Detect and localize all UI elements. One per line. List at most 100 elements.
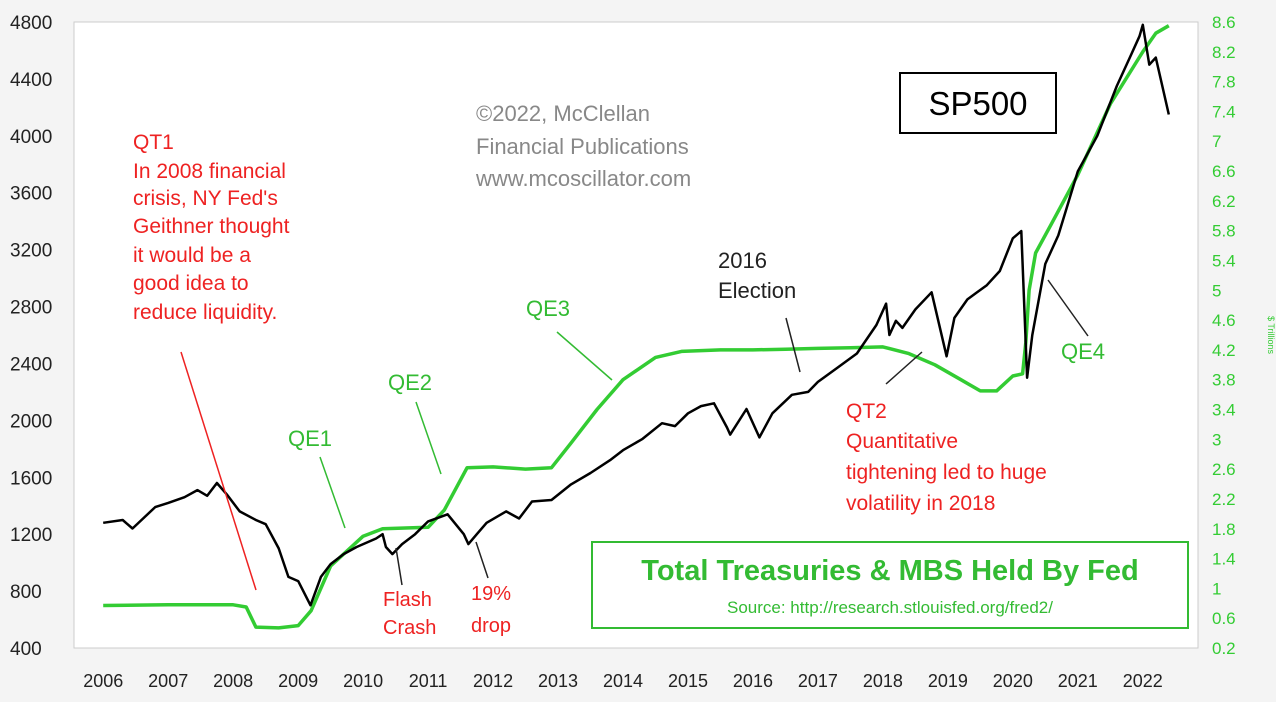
flash-crash-arrow [395, 547, 403, 586]
left-tick-label: 2000 [10, 411, 52, 432]
qt1-line-2: In 2008 financial [133, 160, 286, 183]
qt1-line-5: it would be a [133, 244, 251, 267]
qt1-annotation: QT1 In 2008 financial crisis, NY Fed's G… [133, 131, 290, 324]
qe1-label: QE1 [288, 426, 332, 451]
right-tick-label: 8.2 [1212, 43, 1236, 62]
right-tick-label: 3.8 [1212, 371, 1236, 390]
flash-crash-line-1: Flash [383, 589, 432, 611]
left-tick-label: 2400 [10, 354, 52, 375]
legend-box [591, 541, 1189, 629]
drop-line-2: drop [471, 615, 511, 637]
right-tick-label: 2.2 [1212, 490, 1236, 509]
drop-line-1: 19% [471, 583, 511, 605]
x-axis: 2006 2007 2008 2009 2010 2011 2012 2013 2014 2015… [83, 671, 1163, 691]
flash-crash-line-2: Crash [383, 617, 436, 639]
election-arrow [785, 317, 801, 373]
qt2-annotation: QT2 Quantitative tightening led to huge … [846, 400, 1047, 515]
left-tick-label: 4000 [10, 127, 52, 148]
drop-arrow [475, 541, 489, 579]
copyright-block: ©2022, McClellan Financial Publications … [475, 101, 691, 191]
left-axis: 400 800 1200 1600 2000 2400 2800 3200 3600 4000 44… [10, 13, 52, 660]
right-axis-label: $ Trillions [1266, 316, 1276, 355]
qt2-arrow [885, 351, 923, 385]
qe2-label: QE2 [388, 370, 432, 395]
title-box [899, 72, 1057, 134]
x-tick-label: 2016 [733, 671, 773, 691]
series-layer [103, 23, 1171, 630]
legend-source: Source: http://research.stlouisfed.org/f… [727, 598, 1053, 617]
series-sp500 [103, 23, 1171, 607]
x-tick-label: 2020 [993, 671, 1033, 691]
left-tick-label: 400 [10, 639, 42, 660]
qt2-line-2: Quantitative [846, 430, 958, 453]
copyright-line-3: www.mcoscillator.com [475, 166, 691, 191]
left-tick-label: 4800 [10, 13, 52, 34]
right-tick-label: 6.6 [1212, 162, 1236, 181]
right-tick-label: 1 [1212, 579, 1221, 598]
left-tick-label: 2800 [10, 298, 52, 319]
x-tick-label: 2011 [409, 671, 448, 691]
right-tick-label: 4.2 [1212, 341, 1236, 360]
right-tick-label: 0.2 [1212, 639, 1236, 658]
qe4-arrow [1047, 279, 1089, 337]
qe3-arrow [556, 331, 613, 381]
x-tick-label: 2015 [668, 671, 708, 691]
right-tick-label: 5.4 [1212, 251, 1236, 270]
x-tick-label: 2017 [798, 671, 838, 691]
election-line-2: Election [718, 278, 796, 303]
legend-title: Total Treasuries & MBS Held By Fed [641, 555, 1138, 587]
qe4-label: QE4 [1061, 339, 1105, 364]
right-tick-label: 7.8 [1212, 73, 1236, 92]
x-tick-label: 2010 [343, 671, 383, 691]
left-tick-label: 800 [10, 582, 42, 603]
x-tick-label: 2009 [278, 671, 318, 691]
qe2-arrow [415, 401, 442, 475]
right-tick-label: 3 [1212, 430, 1221, 449]
right-tick-label: 3.4 [1212, 401, 1236, 420]
qe3-label: QE3 [526, 296, 570, 321]
right-tick-label: 8.6 [1212, 13, 1236, 32]
right-tick-label: 4.6 [1212, 311, 1236, 330]
qt1-line-6: good idea to [133, 272, 249, 295]
x-tick-label: 2008 [213, 671, 253, 691]
left-tick-label: 3200 [10, 241, 52, 262]
left-tick-label: 4400 [10, 70, 52, 91]
right-tick-label: 1.4 [1212, 550, 1236, 569]
election-line-1: 2016 [718, 248, 767, 273]
x-tick-label: 2019 [928, 671, 968, 691]
qt1-line-4: Geithner thought [133, 215, 290, 238]
left-tick-label: 3600 [10, 184, 52, 205]
copyright-line-1: ©2022, McClellan [476, 101, 650, 126]
copyright-line-2: Financial Publications [476, 134, 689, 159]
right-tick-label: 5.8 [1212, 222, 1236, 241]
right-tick-label: 5 [1212, 281, 1221, 300]
right-axis: 0.2 0.6 1 1.4 1.8 2.2 2.6 3 3.4 3.8 4.2 4.6 5 5.4 5.8 6… [1212, 13, 1236, 658]
right-tick-label: 2.6 [1212, 460, 1236, 479]
x-tick-label: 2013 [538, 671, 578, 691]
right-tick-label: 6.2 [1212, 192, 1236, 211]
x-tick-label: 2014 [603, 671, 643, 691]
series-fed-holdings [103, 24, 1170, 630]
right-tick-label: 7 [1212, 132, 1221, 151]
right-tick-label: 1.8 [1212, 520, 1236, 539]
x-tick-label: 2018 [863, 671, 903, 691]
x-tick-label: 2012 [473, 671, 513, 691]
chart-title: SP500 [928, 85, 1027, 122]
x-tick-label: 2006 [83, 671, 123, 691]
qt1-arrow [180, 351, 257, 591]
right-tick-label: 0.6 [1212, 609, 1236, 628]
qt1-line-7: reduce liquidity. [133, 301, 277, 324]
qt2-line-3: tightening led to huge [846, 461, 1047, 484]
left-tick-label: 1200 [10, 525, 52, 546]
x-tick-label: 2022 [1123, 671, 1163, 691]
x-tick-label: 2007 [148, 671, 188, 691]
x-tick-label: 2021 [1058, 671, 1098, 691]
right-tick-label: 7.4 [1212, 102, 1236, 121]
left-tick-label: 1600 [10, 468, 52, 489]
qt1-line-3: crisis, NY Fed's [133, 187, 278, 210]
qe1-arrow [319, 456, 346, 529]
qt2-line-1: QT2 [846, 400, 887, 423]
qt2-line-4: volatility in 2018 [846, 492, 995, 515]
